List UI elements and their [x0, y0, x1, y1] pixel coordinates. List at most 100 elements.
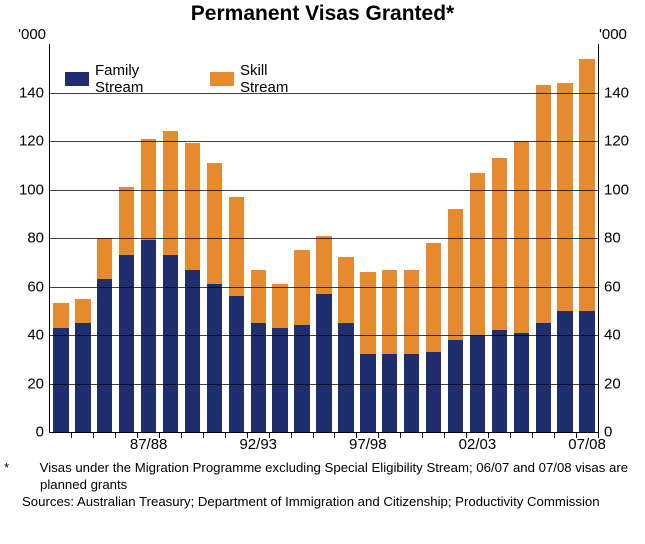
bar-segment-family: [404, 354, 419, 432]
x-tick-mark: [225, 432, 226, 438]
x-tick-mark: [444, 432, 445, 438]
bar-segment-skill: [557, 83, 572, 311]
bar-segment-family: [557, 311, 572, 432]
y-tick-label-right: 120: [604, 133, 629, 150]
bar-segment-family: [272, 328, 287, 432]
x-tick-mark: [400, 432, 401, 438]
bar-segment-family: [536, 323, 551, 432]
bar-segment-skill: [448, 209, 463, 340]
chart-title: Permanent Visas Granted*: [0, 2, 645, 26]
bar-segment-skill: [294, 250, 309, 325]
y-tick-label-left: 60: [27, 278, 44, 295]
x-tick-label: 02/03: [459, 436, 497, 453]
bar-segment-family: [163, 255, 178, 432]
bar-segment-family: [426, 352, 441, 432]
bar-segment-family: [97, 279, 112, 432]
grid-line: [50, 141, 598, 142]
grid-line: [50, 190, 598, 191]
x-tick-mark: [291, 432, 292, 438]
x-tick-mark: [554, 432, 555, 438]
bar-segment-family: [141, 240, 156, 432]
bar-segment-family: [360, 354, 375, 432]
bar-segment-skill: [360, 272, 375, 354]
x-tick-mark: [93, 432, 94, 438]
legend-swatch: [210, 72, 234, 86]
bar-segment-skill: [97, 238, 112, 279]
bar-segment-family: [119, 255, 134, 432]
bar-segment-family: [579, 311, 594, 432]
bar-segment-family: [75, 323, 90, 432]
footnotes: * Visas under the Migration Programme ex…: [22, 460, 635, 511]
bar-segment-skill: [185, 143, 200, 269]
y-tick-label-left: 80: [27, 230, 44, 247]
x-tick-mark: [334, 432, 335, 438]
x-tick-label: 92/93: [239, 436, 277, 453]
x-tick-mark: [422, 432, 423, 438]
bar-segment-skill: [579, 59, 594, 311]
footnote-line: Sources: Australian Treasury; Department…: [22, 494, 635, 511]
x-tick-mark: [532, 432, 533, 438]
y-tick-label-right: 60: [604, 278, 621, 295]
bar-segment-family: [251, 323, 266, 432]
footnote-line: * Visas under the Migration Programme ex…: [22, 460, 635, 494]
bar-segment-skill: [229, 197, 244, 296]
bar-segment-skill: [75, 299, 90, 323]
bar-segment-family: [514, 333, 529, 432]
x-tick-mark: [313, 432, 314, 438]
grid-line: [50, 384, 598, 385]
y-tick-label-right: 100: [604, 181, 629, 198]
plot-area: Family StreamSkill Stream 00202040406060…: [49, 44, 599, 433]
grid-line: [50, 238, 598, 239]
bar-segment-skill: [207, 163, 222, 284]
bar-segment-family: [185, 270, 200, 432]
y-tick-label-left: 40: [27, 327, 44, 344]
bar-segment-skill: [272, 284, 287, 328]
y-tick-label-left: 0: [36, 424, 44, 441]
bar-segment-skill: [382, 270, 397, 355]
bar-segment-skill: [470, 173, 485, 335]
x-tick-mark: [71, 432, 72, 438]
bar-segment-family: [316, 294, 331, 432]
bar-segment-family: [448, 340, 463, 432]
grid-line: [50, 335, 598, 336]
bar-segment-skill: [251, 270, 266, 323]
y-tick-label-right: 20: [604, 375, 621, 392]
y-tick-label-right: 80: [604, 230, 621, 247]
bar-segment-skill: [492, 158, 507, 330]
x-tick-mark: [203, 432, 204, 438]
bar-segment-family: [229, 296, 244, 432]
y-tick-label-left: 120: [19, 133, 44, 150]
y-tick-label-right: 40: [604, 327, 621, 344]
grid-line: [50, 93, 598, 94]
bar-segment-skill: [514, 141, 529, 333]
y-axis-unit-right: '000: [599, 26, 639, 43]
bar-segment-family: [53, 328, 68, 432]
bar-segment-skill: [163, 131, 178, 255]
legend-label: Skill Stream: [240, 62, 288, 96]
bar-segment-skill: [53, 303, 68, 327]
legend-item: Family Stream: [65, 62, 143, 96]
bar-segment-family: [382, 354, 397, 432]
x-tick-label: 07/08: [568, 436, 606, 453]
bar-segment-family: [492, 330, 507, 432]
bar-segment-family: [294, 325, 309, 432]
bar-segment-skill: [404, 270, 419, 355]
grid-line: [50, 287, 598, 288]
y-axis-unit-left: '000: [6, 26, 46, 43]
legend-label: Family Stream: [95, 62, 143, 96]
x-tick-mark: [510, 432, 511, 438]
y-tick-label-left: 20: [27, 375, 44, 392]
bar-segment-skill: [338, 257, 353, 322]
y-tick-label-left: 140: [19, 84, 44, 101]
legend-item: Skill Stream: [210, 62, 288, 96]
x-tick-label: 87/88: [130, 436, 168, 453]
bar-segment-family: [338, 323, 353, 432]
legend-swatch: [65, 72, 89, 86]
bar-segment-family: [207, 284, 222, 432]
bar-segment-skill: [119, 187, 134, 255]
x-tick-label: 97/98: [349, 436, 387, 453]
x-tick-mark: [181, 432, 182, 438]
bar-segment-skill: [316, 236, 331, 294]
y-tick-label-left: 100: [19, 181, 44, 198]
x-tick-mark: [115, 432, 116, 438]
